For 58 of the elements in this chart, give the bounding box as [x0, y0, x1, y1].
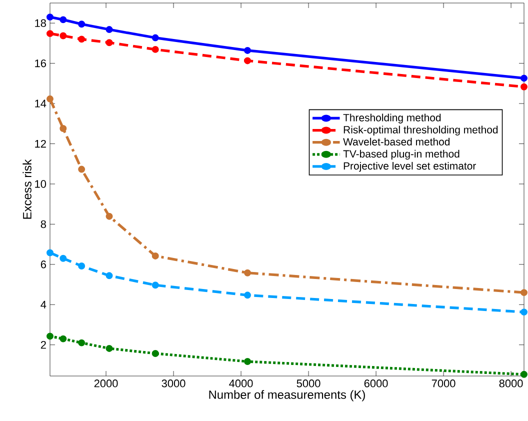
x-tick-label: 7000 [432, 380, 456, 388]
point [78, 339, 86, 346]
point [106, 39, 113, 46]
point [46, 95, 54, 102]
y-tick-label: 4 [40, 300, 46, 308]
x-tick-label: 4000 [229, 380, 253, 388]
x-tick-label: 5000 [296, 380, 320, 388]
x-axis-title: Number of measurements (K) [209, 390, 365, 402]
point [106, 272, 113, 280]
legend-label: Risk-optimal thresholding method [344, 126, 498, 136]
point [106, 26, 113, 34]
x-tick-label: 3000 [162, 380, 186, 388]
point [106, 344, 113, 352]
legend-label: Projective level set estimator [344, 162, 476, 172]
point [520, 308, 528, 316]
point [152, 282, 159, 289]
point [78, 36, 86, 43]
point [244, 269, 251, 276]
point [60, 335, 67, 342]
point [78, 166, 86, 173]
point [152, 34, 159, 42]
point [520, 370, 528, 378]
x-tick-label: 2000 [94, 380, 118, 388]
point [520, 289, 528, 296]
point [244, 292, 251, 299]
point [78, 20, 86, 28]
y-tick-label: 18 [35, 19, 46, 27]
point [60, 32, 67, 40]
point [60, 16, 67, 24]
y-tick-label: 8 [40, 220, 46, 228]
point [60, 254, 67, 262]
y-tick-label: 10 [35, 180, 46, 188]
x-tick-label: 8000 [499, 380, 523, 388]
y-tick-label: 6 [40, 260, 46, 268]
point [520, 83, 528, 90]
point [520, 74, 528, 82]
point [244, 57, 251, 64]
point [60, 124, 67, 132]
y-tick-label: 2 [40, 341, 46, 349]
point [244, 46, 251, 54]
y-axis-title: Excess risk [22, 159, 32, 219]
point [152, 350, 159, 357]
point [78, 262, 86, 270]
legend-label: Wavelet-based method [343, 138, 450, 146]
x-tick-label: 6000 [364, 380, 388, 388]
point [152, 46, 159, 53]
y-tick-label: 14 [35, 100, 46, 108]
point [152, 252, 159, 260]
point [46, 30, 54, 38]
y-tick-label: 16 [35, 59, 46, 68]
legend-label: TV-based plug-in method [343, 150, 460, 160]
y-tick-label: 12 [35, 140, 46, 148]
point [106, 212, 113, 220]
point [46, 249, 54, 256]
legend-label: Thresholding method [343, 114, 441, 124]
point [46, 14, 54, 21]
point [244, 358, 251, 366]
point [46, 332, 54, 340]
